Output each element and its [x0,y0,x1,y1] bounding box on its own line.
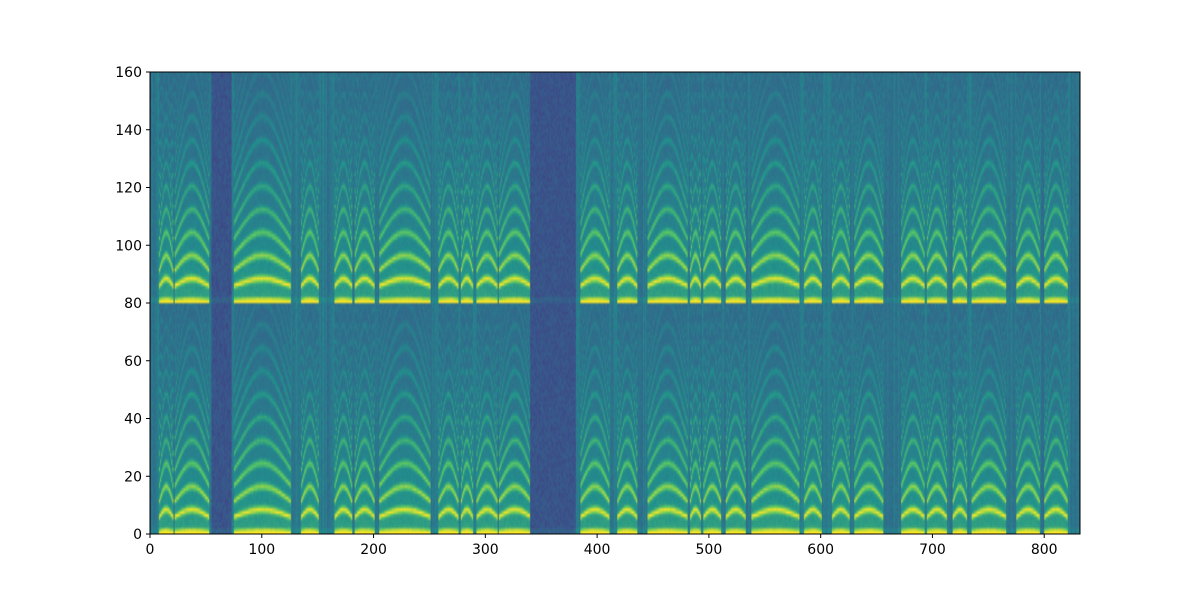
spectrogram-image [150,72,1080,534]
y-tick-label: 100 [115,238,142,254]
x-axis: 0 100 200 300 400 500 600 700 800 [146,534,1058,558]
y-tick-label: 0 [133,527,142,543]
y-axis: 0 20 40 60 80 100 120 140 160 [115,65,150,543]
y-tick-label: 20 [124,469,142,485]
y-tick-label: 80 [124,296,142,312]
y-tick-label: 60 [124,354,142,370]
y-tick-label: 160 [115,65,142,81]
x-tick-label: 0 [146,542,155,558]
x-tick-label: 800 [1031,542,1058,558]
x-tick-label: 200 [360,542,387,558]
plot-area [150,72,1080,534]
x-tick-label: 500 [696,542,723,558]
x-tick-label: 700 [919,542,946,558]
y-tick-label: 140 [115,123,142,139]
x-tick-label: 300 [472,542,499,558]
x-tick-label: 100 [248,542,275,558]
y-tick-label: 40 [124,412,142,428]
x-tick-label: 600 [807,542,834,558]
x-tick-label: 400 [584,542,611,558]
y-tick-label: 120 [115,181,142,197]
